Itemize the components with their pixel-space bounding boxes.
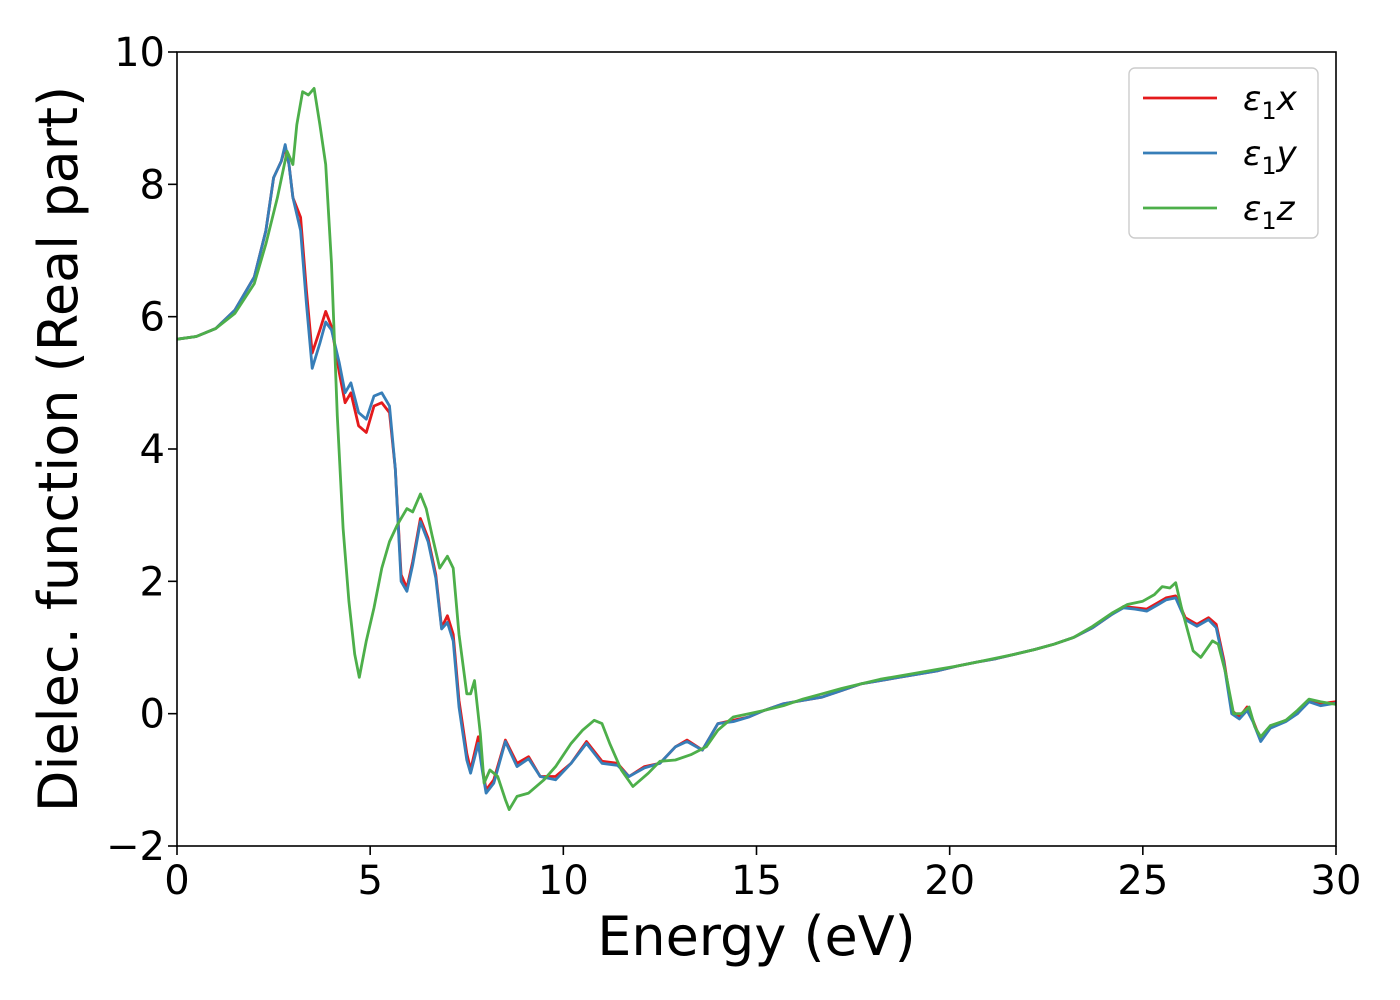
y-axis-title: Dielec. function (Real part) <box>27 86 90 812</box>
x-tick-label: 15 <box>731 858 782 904</box>
legend-label-e1x: ε1x <box>1243 79 1298 125</box>
x-tick-label: 20 <box>924 858 975 904</box>
series-line-e1y <box>177 143 1336 795</box>
x-axis-ticks: 0 5 10 15 20 25 30 <box>164 846 1361 904</box>
legend-label-e1y: ε1y <box>1243 134 1298 180</box>
y-tick-label: 4 <box>140 427 165 473</box>
y-tick-label: 2 <box>140 559 165 605</box>
y-tick-label: 0 <box>140 692 165 738</box>
x-axis-title: Energy (eV) <box>597 905 916 968</box>
x-tick-label: 30 <box>1311 858 1362 904</box>
x-tick-label: 5 <box>357 858 382 904</box>
x-tick-label: 0 <box>164 858 189 904</box>
series-layer <box>177 87 1336 811</box>
y-tick-label: 10 <box>114 30 165 76</box>
legend-frame <box>1128 67 1319 239</box>
series-line-e1z <box>177 87 1336 811</box>
y-tick-label: 8 <box>140 162 165 208</box>
x-tick-label: 10 <box>538 858 589 904</box>
legend: ε1x ε1y ε1z <box>1128 67 1319 239</box>
legend-label-e1z: ε1z <box>1243 189 1296 235</box>
y-tick-label: −2 <box>106 824 165 870</box>
x-tick-label: 25 <box>1117 858 1168 904</box>
y-axis-ticks: −2 0 2 4 6 8 10 <box>106 30 177 870</box>
y-tick-label: 6 <box>140 295 165 341</box>
